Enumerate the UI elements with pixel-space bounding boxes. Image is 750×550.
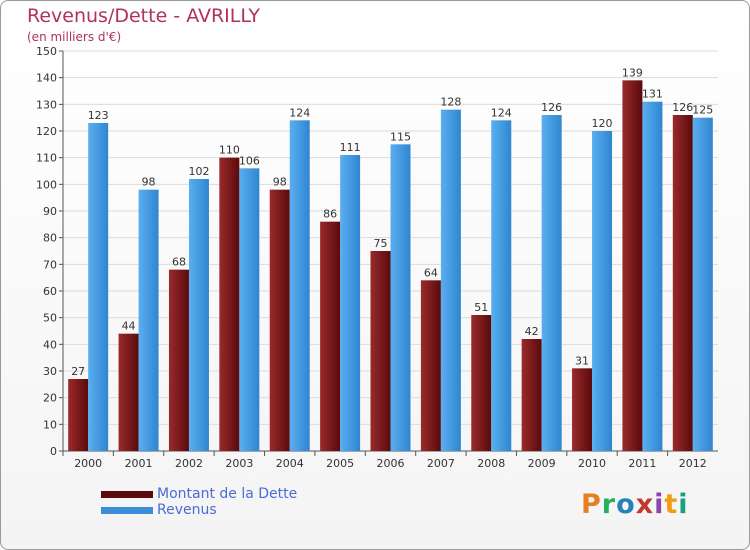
bar-revenus <box>642 101 663 452</box>
bar-dette <box>168 269 189 451</box>
data-label-dette: 86 <box>323 208 337 221</box>
data-label-revenus: 126 <box>541 101 562 114</box>
x-tick-label: 2005 <box>326 457 354 470</box>
legend-swatch-dette <box>101 491 153 498</box>
data-label-revenus: 111 <box>340 141 361 154</box>
bar-revenus <box>541 115 562 451</box>
y-tick-label: 0 <box>50 445 57 458</box>
y-tick-label: 30 <box>43 365 57 378</box>
data-label-dette: 110 <box>219 144 240 157</box>
bar-dette <box>521 339 542 451</box>
bar-dette <box>420 280 441 451</box>
data-label-dette: 68 <box>172 256 186 269</box>
legend-label-dette: Montant de la Dette <box>157 486 298 502</box>
bar-revenus <box>692 117 713 452</box>
y-tick-label: 40 <box>43 338 57 351</box>
bar-revenus <box>289 120 310 451</box>
data-label-revenus: 106 <box>239 154 260 167</box>
y-tick-label: 140 <box>36 72 57 85</box>
x-tick-label: 2003 <box>225 457 253 470</box>
bar-revenus <box>340 155 361 451</box>
x-tick-label: 2006 <box>377 457 405 470</box>
chart-title: Revenus/Dette - AVRILLY <box>27 5 261 27</box>
bar-dette <box>269 189 290 451</box>
bar-dette <box>672 115 693 451</box>
legend-swatch-revenus <box>101 507 153 514</box>
data-label-dette: 31 <box>575 354 589 367</box>
y-tick-label: 10 <box>43 418 57 431</box>
data-label-dette: 75 <box>374 237 388 250</box>
data-label-dette: 64 <box>424 266 438 279</box>
data-label-revenus: 125 <box>692 104 713 117</box>
bar-dette <box>572 368 593 451</box>
data-label-dette: 126 <box>672 101 693 114</box>
bar-revenus <box>491 120 512 451</box>
y-tick-label: 50 <box>43 312 57 325</box>
data-label-revenus: 131 <box>642 88 663 101</box>
x-tick-label: 2009 <box>528 457 556 470</box>
bar-dette <box>370 251 391 451</box>
y-tick-label: 110 <box>36 152 57 165</box>
bar-dette <box>219 157 240 451</box>
bar-revenus <box>88 123 109 451</box>
x-tick-label: 2011 <box>628 457 656 470</box>
x-tick-label: 2012 <box>679 457 707 470</box>
x-tick-label: 2007 <box>427 457 455 470</box>
y-tick-label: 120 <box>36 125 57 138</box>
bar-dette <box>118 333 139 451</box>
data-label-dette: 27 <box>71 365 85 378</box>
data-label-revenus: 128 <box>440 96 461 109</box>
data-label-dette: 139 <box>622 66 643 79</box>
data-label-dette: 42 <box>525 325 539 338</box>
y-tick-label: 100 <box>36 178 57 191</box>
proxiti-logo: Proxiti <box>581 489 689 520</box>
x-tick-label: 2010 <box>578 457 606 470</box>
bar-dette <box>320 221 341 451</box>
data-label-revenus: 124 <box>491 106 512 119</box>
bar-revenus <box>138 189 159 451</box>
bar-revenus <box>592 131 613 451</box>
y-tick-label: 150 <box>36 45 57 58</box>
x-tick-label: 2008 <box>477 457 505 470</box>
y-tick-label: 60 <box>43 285 57 298</box>
legend-label-revenus: Revenus <box>157 502 217 518</box>
data-label-dette: 44 <box>122 320 136 333</box>
y-tick-label: 130 <box>36 98 57 111</box>
data-label-dette: 98 <box>273 176 287 189</box>
y-tick-label: 80 <box>43 232 57 245</box>
x-tick-label: 2001 <box>125 457 153 470</box>
bar-revenus <box>188 179 209 451</box>
bar-revenus <box>239 168 260 452</box>
data-label-revenus: 98 <box>142 176 156 189</box>
x-tick-label: 2002 <box>175 457 203 470</box>
data-label-revenus: 115 <box>390 130 411 143</box>
y-tick-label: 70 <box>43 258 57 271</box>
bar-dette <box>471 315 492 451</box>
bar-revenus <box>440 109 461 452</box>
data-label-revenus: 123 <box>88 109 109 122</box>
data-label-dette: 51 <box>474 301 488 314</box>
bar-revenus <box>390 144 411 452</box>
bar-dette <box>622 80 643 451</box>
y-tick-label: 90 <box>43 205 57 218</box>
data-label-revenus: 120 <box>592 117 613 130</box>
x-tick-label: 2004 <box>276 457 304 470</box>
x-tick-label: 2000 <box>74 457 102 470</box>
bar-dette <box>68 379 89 451</box>
y-tick-label: 20 <box>43 392 57 405</box>
chart-subtitle: (en milliers d'€) <box>27 30 122 44</box>
data-label-revenus: 124 <box>289 106 310 119</box>
data-label-revenus: 102 <box>188 165 209 178</box>
